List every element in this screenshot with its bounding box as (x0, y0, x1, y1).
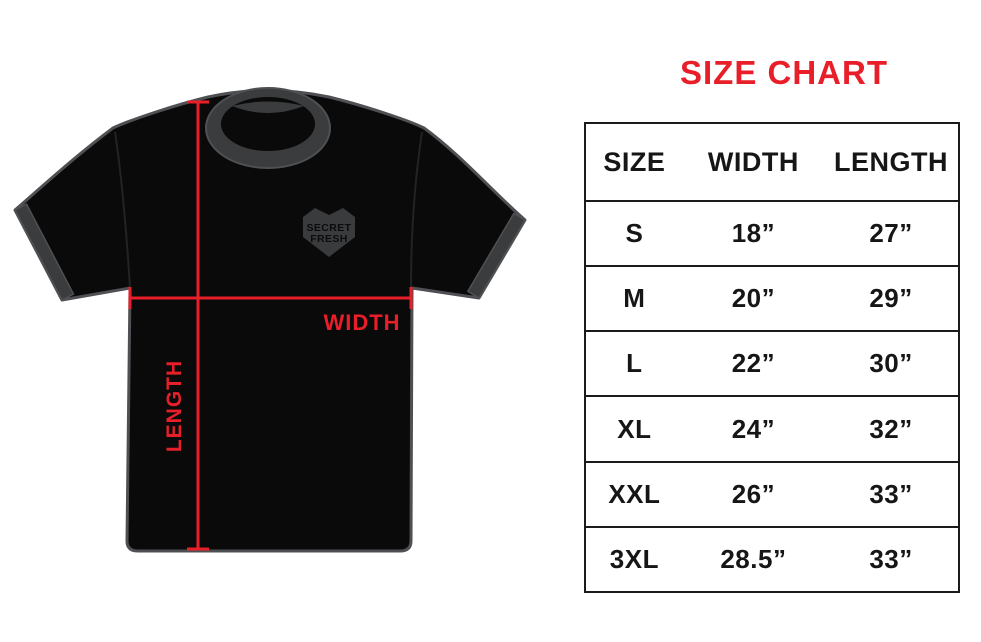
size-cell: L (626, 348, 643, 379)
size-cell: XXL (608, 478, 661, 509)
size-chart-table: SIZE WIDTH LENGTH S 18” 27” M 20” 29” L … (584, 122, 960, 593)
table-row-xl: XL 24” 32” (586, 395, 958, 460)
length-cell: 30” (869, 348, 913, 379)
width-cell: 18” (731, 218, 776, 249)
right-cuff-band (466, 212, 527, 300)
table-row-s: S 18” 27” (586, 200, 958, 265)
header-cell-size: SIZE (603, 146, 666, 177)
length-cell: 27” (869, 218, 913, 249)
table-row-l: L 22” 30” (586, 330, 958, 395)
length-cell: 32” (869, 413, 913, 444)
length-label: LENGTH (163, 360, 186, 452)
width-cell: 26” (731, 478, 776, 509)
length-cell: 29” (869, 283, 913, 314)
shirt-body (13, 89, 527, 553)
logo-text-line2: FRESH (310, 233, 348, 245)
width-label: WIDTH (323, 310, 400, 335)
size-cell: M (623, 283, 646, 314)
table-row-3xl: 3XL 28.5” 33” (586, 525, 958, 591)
length-cell: 33” (869, 478, 913, 509)
width-cell: 20” (731, 283, 776, 314)
right-sleeve-seam (410, 131, 423, 288)
left-cuff-band (13, 202, 75, 302)
header-cell-length: LENGTH (834, 146, 949, 177)
collar-opening (221, 97, 315, 151)
brand-logo-heart (303, 208, 355, 257)
width-measure-line (128, 287, 413, 309)
table-header-row: SIZE WIDTH LENGTH (586, 124, 958, 200)
width-cell: 28.5” (720, 543, 787, 574)
length-measure-line (187, 100, 209, 551)
size-chart-title: SIZE CHART (680, 54, 888, 91)
left-sleeve-seam (114, 131, 131, 288)
width-cell: 24” (731, 413, 776, 444)
table-row-m: M 20” 29” (586, 265, 958, 330)
size-cell: S (625, 218, 644, 249)
collar-back-band (232, 101, 304, 113)
logo-text-line1: SECRET (307, 222, 352, 234)
size-cell: 3XL (609, 543, 659, 574)
header-cell-width: WIDTH (707, 146, 799, 177)
table-row-xxl: XXL 26” 33” (586, 460, 958, 526)
width-cell: 22” (731, 348, 776, 379)
length-cell: 33” (869, 543, 913, 574)
size-cell: XL (617, 413, 652, 444)
tshirt-diagram: SECRET FRESH WIDTH LENGTH (13, 87, 527, 553)
